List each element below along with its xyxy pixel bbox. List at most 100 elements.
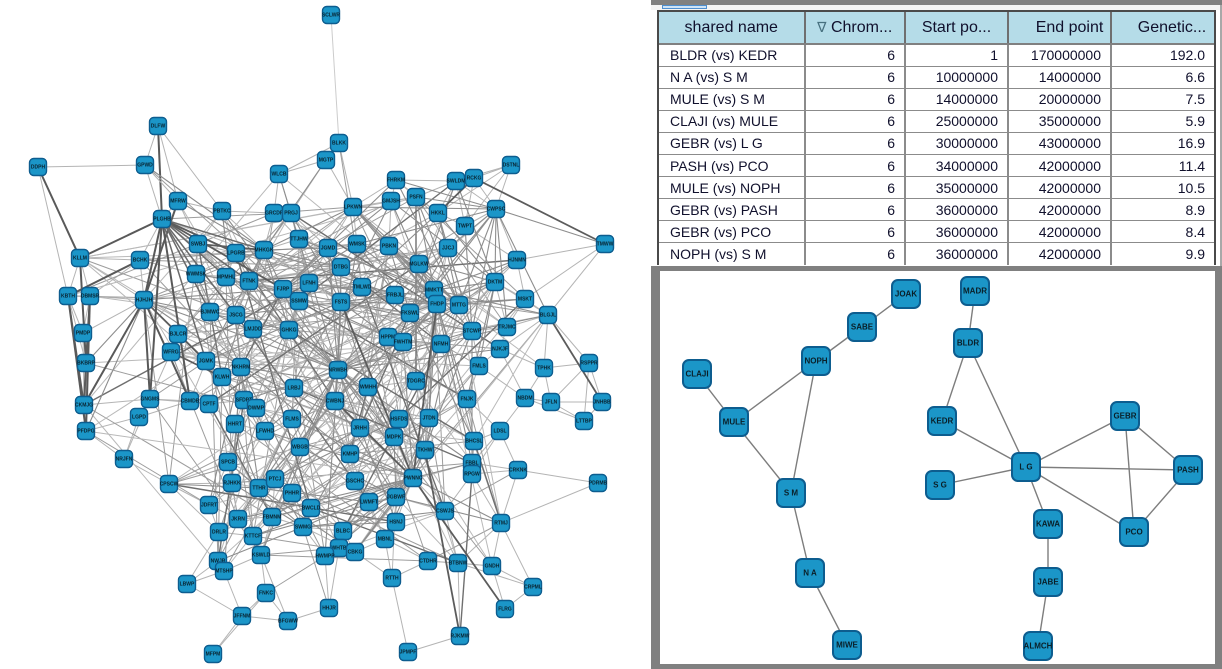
svg-text:FNJK: FNJK xyxy=(460,397,473,403)
svg-text:JFFNM: JFFNM xyxy=(234,614,251,620)
svg-text:HHRT: HHRT xyxy=(228,422,242,428)
svg-text:MHKGK: MHKGK xyxy=(255,248,274,254)
svg-text:HSFDS: HSFDS xyxy=(391,417,409,423)
svg-text:RJKMW: RJKMW xyxy=(451,634,470,640)
svg-text:ALMCH: ALMCH xyxy=(1024,642,1053,651)
svg-text:WFRG: WFRG xyxy=(163,350,178,356)
svg-text:DBMSR: DBMSR xyxy=(81,294,100,300)
svg-text:S G: S G xyxy=(933,481,947,490)
svg-text:HPPM: HPPM xyxy=(381,335,395,341)
svg-text:PMDP: PMDP xyxy=(76,331,91,337)
svg-text:MIWE: MIWE xyxy=(836,641,858,650)
svg-text:DLFW: DLFW xyxy=(151,124,166,130)
svg-text:BLGJL: BLGJL xyxy=(540,313,556,319)
svg-text:LRBJ: LRBJ xyxy=(287,386,300,392)
svg-text:FHDP: FHDP xyxy=(430,302,444,308)
svg-text:MDPK: MDPK xyxy=(387,435,402,441)
svg-text:KEDR: KEDR xyxy=(931,417,954,426)
svg-text:GSCHC: GSCHC xyxy=(346,479,364,485)
svg-text:NRJFN: NRJFN xyxy=(116,457,133,463)
svg-text:CBMDB: CBMDB xyxy=(181,399,200,405)
svg-text:GHKG: GHKG xyxy=(282,328,297,334)
svg-text:RSPPR: RSPPR xyxy=(580,361,598,367)
svg-text:PHHR: PHHR xyxy=(285,491,300,497)
svg-text:CPTF: CPTF xyxy=(202,402,215,408)
svg-text:FJRP: FJRP xyxy=(277,287,290,293)
svg-text:NFMH: NFMH xyxy=(434,342,449,348)
svg-text:LMJDD: LMJDD xyxy=(244,327,262,333)
svg-text:SPCB: SPCB xyxy=(221,460,235,466)
svg-text:FKSWL: FKSWL xyxy=(401,311,419,317)
svg-text:JDFRT: JDFRT xyxy=(201,503,217,509)
svg-text:DRLR: DRLR xyxy=(212,530,226,536)
svg-text:RTMJ: RTMJ xyxy=(494,521,508,527)
svg-text:JPMPF: JPMPF xyxy=(400,650,417,656)
svg-text:MFRW: MFRW xyxy=(170,199,186,205)
svg-text:SFDPT: SFDPT xyxy=(236,398,252,404)
svg-text:GEBR: GEBR xyxy=(1113,412,1136,421)
svg-text:HHJR: HHJR xyxy=(322,606,336,612)
svg-text:TTJHW: TTJHW xyxy=(290,237,308,243)
svg-text:SWLDM: SWLDM xyxy=(447,179,466,185)
svg-text:CBKG: CBKG xyxy=(348,550,363,556)
svg-text:DDPH: DDPH xyxy=(31,165,46,171)
svg-text:FBBL: FBBL xyxy=(465,461,478,467)
svg-text:MGTP: MGTP xyxy=(319,158,334,164)
svg-text:DSTNL: DSTNL xyxy=(503,163,520,169)
svg-text:MPMHL: MPMHL xyxy=(217,275,235,281)
svg-text:TWPT: TWPT xyxy=(458,224,472,230)
svg-text:KBTH: KBTH xyxy=(61,294,75,300)
svg-text:TDGRC: TDGRC xyxy=(407,379,425,385)
svg-text:MGLKW: MGLKW xyxy=(409,262,429,268)
svg-text:JFLN: JFLN xyxy=(545,400,558,406)
svg-text:KLWH: KLWH xyxy=(215,375,230,381)
svg-text:CRKNK: CRKNK xyxy=(509,468,527,474)
svg-text:HSNJ: HSNJ xyxy=(389,520,403,526)
svg-text:RTTH: RTTH xyxy=(385,576,399,582)
svg-text:SWMG: SWMG xyxy=(295,525,311,531)
svg-text:FTNK: FTNK xyxy=(242,279,256,285)
svg-text:CWPSC: CWPSC xyxy=(487,207,506,213)
svg-text:HKKL: HKKL xyxy=(431,211,445,217)
svg-text:PBKN: PBKN xyxy=(382,244,397,250)
svg-text:TMWW: TMWW xyxy=(597,242,614,248)
svg-text:JNHBB: JNHBB xyxy=(593,400,611,406)
svg-text:CRPML: CRPML xyxy=(524,585,542,591)
svg-text:WMHH: WMHH xyxy=(360,385,376,391)
svg-text:NRWBH: NRWBH xyxy=(328,368,347,374)
svg-text:MFPM: MFPM xyxy=(206,652,221,658)
svg-text:DWMP: DWMP xyxy=(248,406,264,412)
svg-text:WHTB: WHTB xyxy=(332,546,347,552)
svg-text:PBTKC: PBTKC xyxy=(213,209,231,215)
svg-text:GMJSH: GMJSH xyxy=(382,199,400,205)
svg-text:BLDR: BLDR xyxy=(957,339,979,348)
svg-text:BCHK: BCHK xyxy=(133,258,148,264)
svg-text:BKBRP: BKBRP xyxy=(77,361,95,367)
svg-text:PFDPG: PFDPG xyxy=(77,429,94,435)
svg-text:CTDHR: CTDHR xyxy=(419,559,437,565)
svg-text:CKMJG: CKMJG xyxy=(75,403,93,409)
svg-text:JKRN: JKRN xyxy=(231,517,245,523)
svg-text:JGMK: JGMK xyxy=(199,359,214,365)
svg-text:MTSHP: MTSHP xyxy=(215,569,233,575)
svg-text:TMLWD: TMLWD xyxy=(353,285,372,291)
svg-text:PASH: PASH xyxy=(1177,466,1199,475)
svg-text:MULE: MULE xyxy=(723,418,746,427)
svg-text:RCKG: RCKG xyxy=(467,176,482,182)
svg-text:LFWHD: LFWHD xyxy=(256,429,274,435)
svg-text:FRBJL: FRBJL xyxy=(387,293,403,299)
svg-text:FMLS: FMLS xyxy=(472,364,486,370)
svg-text:FWHTM: FWHTM xyxy=(394,340,413,346)
svg-text:PWNNC: PWNNC xyxy=(404,476,423,482)
svg-text:NOPH: NOPH xyxy=(804,357,827,366)
svg-text:JJCJ: JJCJ xyxy=(442,246,454,252)
svg-text:PTCJ: PTCJ xyxy=(269,477,282,483)
svg-text:HJHJH: HJHJH xyxy=(136,298,153,304)
svg-text:LDSL: LDSL xyxy=(493,429,506,435)
svg-text:JABE: JABE xyxy=(1037,578,1059,587)
svg-text:PDRMB: PDRMB xyxy=(589,481,608,487)
svg-text:HJNMN: HJNMN xyxy=(508,258,526,264)
svg-text:FNKC: FNKC xyxy=(259,591,273,597)
svg-text:BTBNW: BTBNW xyxy=(449,561,468,567)
svg-text:JOAK: JOAK xyxy=(895,290,917,299)
